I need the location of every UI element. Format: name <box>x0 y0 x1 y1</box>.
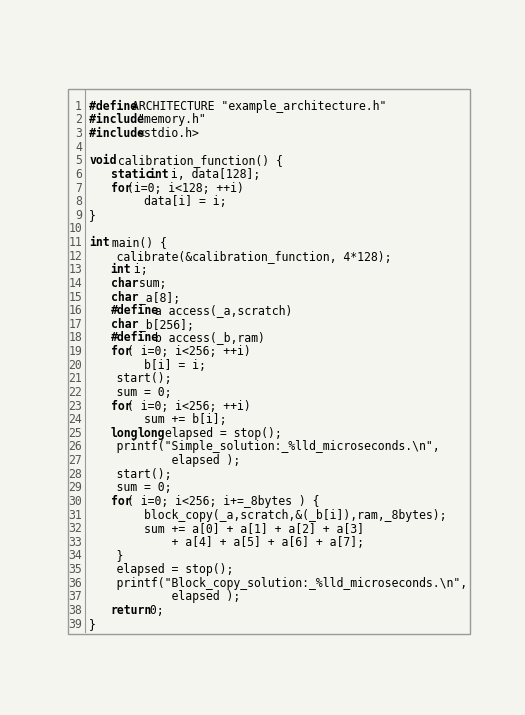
Text: _a[8];: _a[8]; <box>132 290 180 304</box>
Text: char: char <box>111 318 138 331</box>
Text: for: for <box>111 495 131 508</box>
Text: void: void <box>89 154 117 167</box>
Text: 17: 17 <box>68 318 82 331</box>
Text: elapsed = stop();: elapsed = stop(); <box>89 563 234 576</box>
Text: 11: 11 <box>68 236 82 249</box>
Text: ( i=0; i<256; i+=_8bytes ) {: ( i=0; i<256; i+=_8bytes ) { <box>127 495 319 508</box>
Text: <stdio.h>: <stdio.h> <box>137 127 199 140</box>
Text: long: long <box>137 427 165 440</box>
Text: #include: #include <box>89 127 151 140</box>
Text: 19: 19 <box>68 345 82 358</box>
Text: start();: start(); <box>89 373 172 385</box>
Text: printf("Simple_solution:_%lld_microseconds.\n",: printf("Simple_solution:_%lld_microsecon… <box>89 440 440 453</box>
Text: 9: 9 <box>75 209 82 222</box>
Text: 14: 14 <box>68 277 82 290</box>
Text: char: char <box>111 290 138 304</box>
Text: #define: #define <box>111 332 159 345</box>
Text: 31: 31 <box>68 508 82 521</box>
Text: printf("Block_copy_solution:_%lld_microseconds.\n",: printf("Block_copy_solution:_%lld_micros… <box>89 577 467 590</box>
Text: 24: 24 <box>68 413 82 426</box>
Text: for: for <box>111 345 131 358</box>
Text: 27: 27 <box>68 454 82 467</box>
Text: 15: 15 <box>68 290 82 304</box>
Text: elapsed );: elapsed ); <box>89 454 240 467</box>
Text: "memory.h": "memory.h" <box>137 114 206 127</box>
Text: long: long <box>111 427 138 440</box>
Text: 30: 30 <box>68 495 82 508</box>
Text: 13: 13 <box>68 263 82 276</box>
Text: 33: 33 <box>68 536 82 549</box>
Text: a access(_a,scratch): a access(_a,scratch) <box>148 304 292 317</box>
Text: sum += a[0] + a[1] + a[2] + a[3]: sum += a[0] + a[1] + a[2] + a[3] <box>89 522 364 535</box>
Text: 38: 38 <box>68 604 82 617</box>
Text: 22: 22 <box>68 386 82 399</box>
Text: elapsed = stop();: elapsed = stop(); <box>159 427 282 440</box>
Text: block_copy(_a,scratch,&(_b[i]),ram,_8bytes);: block_copy(_a,scratch,&(_b[i]),ram,_8byt… <box>89 508 447 521</box>
Text: 5: 5 <box>75 154 82 167</box>
Text: }: } <box>89 209 96 222</box>
Text: static: static <box>111 168 152 181</box>
Text: #include: #include <box>89 114 151 127</box>
Text: ARCHITECTURE "example_architecture.h": ARCHITECTURE "example_architecture.h" <box>132 100 386 113</box>
Text: 20: 20 <box>68 359 82 372</box>
Text: elapsed );: elapsed ); <box>89 591 240 603</box>
Text: 4: 4 <box>75 141 82 154</box>
Text: 26: 26 <box>68 440 82 453</box>
Text: 34: 34 <box>68 549 82 563</box>
Text: for: for <box>111 400 131 413</box>
Text: sum = 0;: sum = 0; <box>89 481 172 494</box>
Text: return: return <box>111 604 152 617</box>
Text: }: } <box>89 549 123 563</box>
Text: calibration_function() {: calibration_function() { <box>111 154 282 167</box>
Text: 23: 23 <box>68 400 82 413</box>
Text: char: char <box>111 277 138 290</box>
Text: int: int <box>111 263 131 276</box>
Text: calibrate(&calibration_function, 4*128);: calibrate(&calibration_function, 4*128); <box>89 250 392 262</box>
Text: #define: #define <box>111 304 159 317</box>
Text: int: int <box>148 168 169 181</box>
Text: 1: 1 <box>75 100 82 113</box>
Text: 10: 10 <box>68 222 82 235</box>
Text: 21: 21 <box>68 373 82 385</box>
Text: sum += b[i];: sum += b[i]; <box>89 413 227 426</box>
Text: 29: 29 <box>68 481 82 494</box>
Text: 7: 7 <box>75 182 82 194</box>
Text: 0;: 0; <box>142 604 163 617</box>
Text: ( i=0; i<256; ++i): ( i=0; i<256; ++i) <box>127 400 250 413</box>
Text: 8: 8 <box>75 195 82 208</box>
Text: 16: 16 <box>68 304 82 317</box>
Text: + a[4] + a[5] + a[6] + a[7];: + a[4] + a[5] + a[6] + a[7]; <box>89 536 364 549</box>
Text: 6: 6 <box>75 168 82 181</box>
Text: main() {: main() { <box>105 236 167 249</box>
Text: start();: start(); <box>89 468 172 480</box>
Text: 39: 39 <box>68 618 82 631</box>
Text: 2: 2 <box>75 114 82 127</box>
Text: 37: 37 <box>68 591 82 603</box>
Text: 18: 18 <box>68 332 82 345</box>
Text: b[i] = i;: b[i] = i; <box>89 359 206 372</box>
Text: #define: #define <box>89 100 144 113</box>
Text: sum = 0;: sum = 0; <box>89 386 172 399</box>
Text: for: for <box>111 182 131 194</box>
Text: 3: 3 <box>75 127 82 140</box>
Text: 12: 12 <box>68 250 82 262</box>
Text: i;: i; <box>127 263 147 276</box>
Text: _b[256];: _b[256]; <box>132 318 194 331</box>
Text: data[i] = i;: data[i] = i; <box>89 195 227 208</box>
Text: 25: 25 <box>68 427 82 440</box>
Text: 35: 35 <box>68 563 82 576</box>
Text: 32: 32 <box>68 522 82 535</box>
Text: }: } <box>89 618 96 631</box>
Text: 28: 28 <box>68 468 82 480</box>
Text: 36: 36 <box>68 577 82 590</box>
Text: int: int <box>89 236 110 249</box>
Text: (i=0; i<128; ++i): (i=0; i<128; ++i) <box>127 182 244 194</box>
Text: b access(_b,ram): b access(_b,ram) <box>148 332 265 345</box>
FancyBboxPatch shape <box>68 89 470 633</box>
Text: ( i=0; i<256; ++i): ( i=0; i<256; ++i) <box>127 345 250 358</box>
Text: i, data[128];: i, data[128]; <box>164 168 260 181</box>
Text: sum;: sum; <box>132 277 166 290</box>
